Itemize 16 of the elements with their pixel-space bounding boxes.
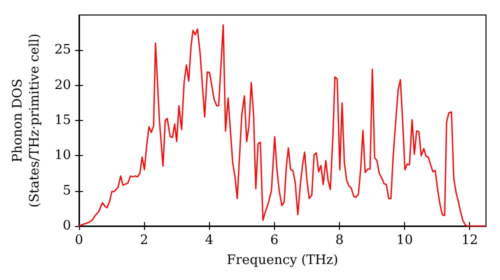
x-tick-label: 4: [205, 233, 214, 248]
x-tick-label: 8: [335, 233, 344, 248]
y-tick-label: 0: [62, 218, 71, 234]
line-series: [78, 24, 487, 227]
x-tick-label: 2: [140, 233, 148, 248]
y-tick-label: 10: [54, 148, 71, 164]
y-tick-label: 15: [54, 113, 71, 128]
x-tick-label: 10: [396, 233, 413, 248]
x-tick-label: 12: [461, 233, 478, 248]
x-tick-label: 6: [270, 233, 278, 248]
y-axis-title: Phonon DOS (States/THz·primitive cell): [10, 33, 43, 208]
y-tick-label: 5: [62, 183, 71, 198]
y-tick-label: 20: [54, 78, 71, 93]
x-axis-title: Frequency (THz): [226, 252, 338, 268]
y-tick-label: 25: [54, 42, 71, 58]
x-tick-label: 0: [74, 233, 84, 248]
